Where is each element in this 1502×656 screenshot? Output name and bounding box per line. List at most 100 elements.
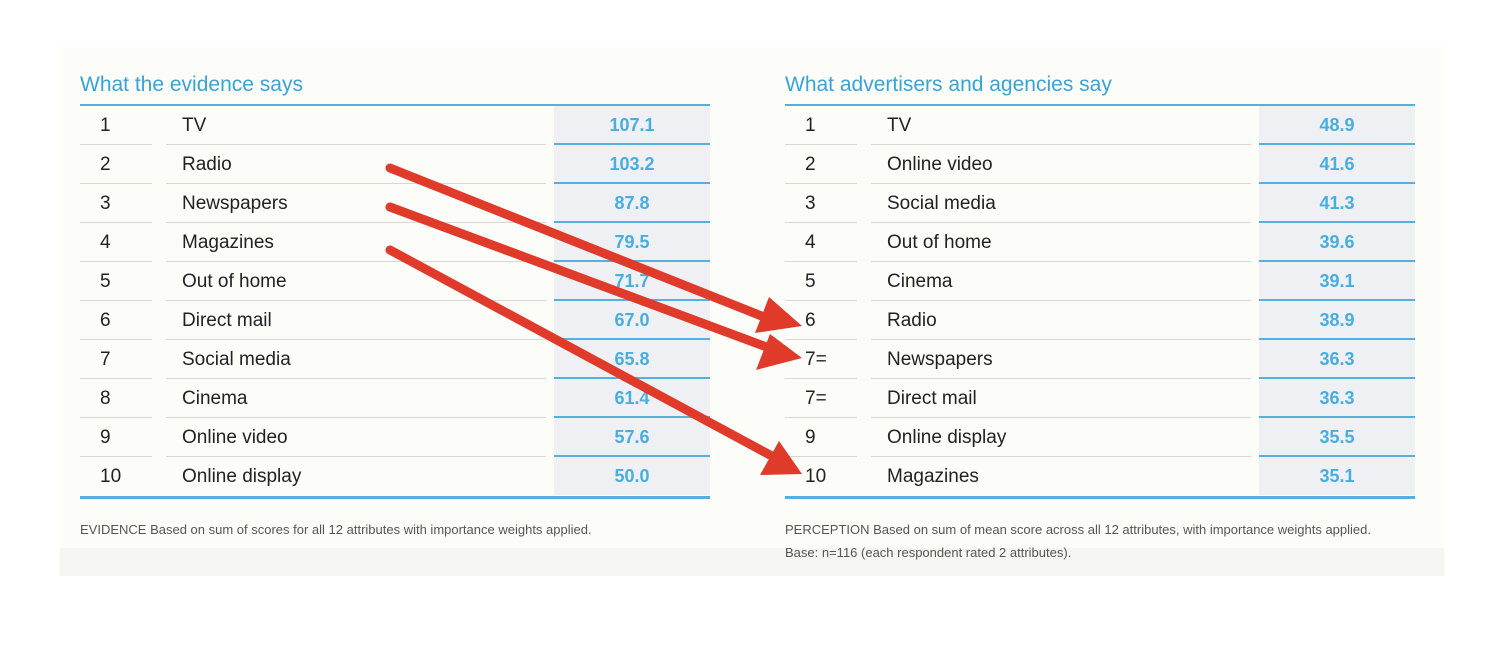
table-row: 6 Direct mail 67.0 — [80, 301, 710, 340]
table-row: 5 Cinema 39.1 — [785, 262, 1415, 301]
medium-name-cell: Online display — [887, 427, 1007, 448]
rank-cell: 10 — [100, 466, 122, 487]
score-cell: 50.0 — [554, 457, 710, 495]
medium-name-cell: Out of home — [182, 271, 287, 292]
row-divider — [80, 417, 152, 418]
score-cell: 39.6 — [1259, 223, 1415, 261]
row-divider — [871, 300, 1251, 301]
rank-cell: 5 — [100, 271, 111, 292]
score-cell: 38.9 — [1259, 301, 1415, 339]
row-divider — [785, 261, 857, 262]
table-row: 2 Radio 103.2 — [80, 145, 710, 184]
table-row: 1 TV 107.1 — [80, 106, 710, 145]
medium-name-cell: Radio — [887, 310, 937, 331]
rank-cell: 2 — [805, 154, 816, 175]
rank-cell: 6 — [100, 310, 111, 331]
medium-name-cell: Newspapers — [182, 193, 288, 214]
row-divider — [785, 144, 857, 145]
table-row: 8 Cinema 61.4 — [80, 379, 710, 418]
row-divider — [80, 339, 152, 340]
score-cell: 57.6 — [554, 418, 710, 456]
row-divider — [871, 456, 1251, 457]
perception-bottom-rule — [785, 496, 1415, 499]
row-divider-accent — [1259, 455, 1415, 457]
table-row: 9 Online video 57.6 — [80, 418, 710, 457]
row-divider — [166, 417, 546, 418]
row-divider — [871, 261, 1251, 262]
row-divider — [785, 456, 857, 457]
row-divider — [871, 183, 1251, 184]
medium-name-cell: Social media — [182, 349, 291, 370]
row-divider — [871, 339, 1251, 340]
score-cell: 103.2 — [554, 145, 710, 183]
rank-cell: 7 — [100, 349, 111, 370]
row-divider — [871, 378, 1251, 379]
score-cell: 87.8 — [554, 184, 710, 222]
medium-name-cell: Online video — [182, 427, 288, 448]
table-row: 3 Newspapers 87.8 — [80, 184, 710, 223]
score-cell: 36.3 — [1259, 340, 1415, 378]
row-divider — [80, 183, 152, 184]
table-row: 1 TV 48.9 — [785, 106, 1415, 145]
rank-cell: 9 — [100, 427, 111, 448]
row-divider — [80, 222, 152, 223]
table-row: 10 Online display 50.0 — [80, 457, 710, 496]
panel-footer-band — [60, 548, 1444, 576]
medium-name-cell: Radio — [182, 154, 232, 175]
row-divider — [166, 300, 546, 301]
rank-cell: 1 — [100, 115, 111, 136]
row-divider-accent — [554, 143, 710, 145]
medium-name-cell: Online display — [182, 466, 302, 487]
evidence-table: What the evidence says 1 TV 107.1 2 Radio 103… — [80, 70, 710, 499]
row-divider — [785, 339, 857, 340]
score-cell: 67.0 — [554, 301, 710, 339]
row-divider — [785, 378, 857, 379]
row-divider — [166, 456, 546, 457]
row-divider — [785, 183, 857, 184]
row-divider — [871, 222, 1251, 223]
rank-cell: 5 — [805, 271, 816, 292]
row-divider — [166, 222, 546, 223]
row-divider-accent — [1259, 416, 1415, 418]
perception-rows: 1 TV 48.9 2 Online video 41.6 3 Social media 41.… — [785, 106, 1415, 496]
evidence-bottom-rule — [80, 496, 710, 499]
row-divider — [166, 339, 546, 340]
rank-cell: 4 — [100, 232, 111, 253]
row-divider — [80, 378, 152, 379]
table-row: 6 Radio 38.9 — [785, 301, 1415, 340]
score-cell: 39.1 — [1259, 262, 1415, 300]
score-cell: 79.5 — [554, 223, 710, 261]
row-divider — [871, 417, 1251, 418]
medium-name-cell: Direct mail — [887, 388, 977, 409]
evidence-heading: What the evidence says — [80, 70, 710, 106]
rank-cell: 4 — [805, 232, 816, 253]
row-divider-accent — [1259, 338, 1415, 340]
rank-cell: 7= — [805, 349, 827, 370]
evidence-rows: 1 TV 107.1 2 Radio 103.2 3 Newspapers 87.8 4 Magaz… — [80, 106, 710, 496]
table-row: 5 Out of home 71.7 — [80, 262, 710, 301]
score-cell: 35.5 — [1259, 418, 1415, 456]
table-row: 3 Social media 41.3 — [785, 184, 1415, 223]
table-row: 7 Social media 65.8 — [80, 340, 710, 379]
row-divider — [80, 456, 152, 457]
table-row: 7= Direct mail 36.3 — [785, 379, 1415, 418]
row-divider — [166, 144, 546, 145]
medium-name-cell: Out of home — [887, 232, 992, 253]
score-cell: 35.1 — [1259, 457, 1415, 495]
medium-name-cell: Cinema — [182, 388, 248, 409]
score-cell: 36.3 — [1259, 379, 1415, 417]
rank-cell: 10 — [805, 466, 827, 487]
row-divider — [166, 183, 546, 184]
row-divider — [871, 144, 1251, 145]
row-divider — [785, 417, 857, 418]
rank-cell: 2 — [100, 154, 111, 175]
perception-heading: What advertisers and agencies say — [785, 70, 1415, 106]
rank-cell: 3 — [100, 193, 111, 214]
rank-cell: 8 — [100, 388, 111, 409]
row-divider — [166, 261, 546, 262]
score-cell: 41.6 — [1259, 145, 1415, 183]
evidence-footnote: EVIDENCE Based on sum of scores for all … — [80, 522, 592, 537]
table-row: 9 Online display 35.5 — [785, 418, 1415, 457]
table-row: 7= Newspapers 36.3 — [785, 340, 1415, 379]
score-cell: 41.3 — [1259, 184, 1415, 222]
